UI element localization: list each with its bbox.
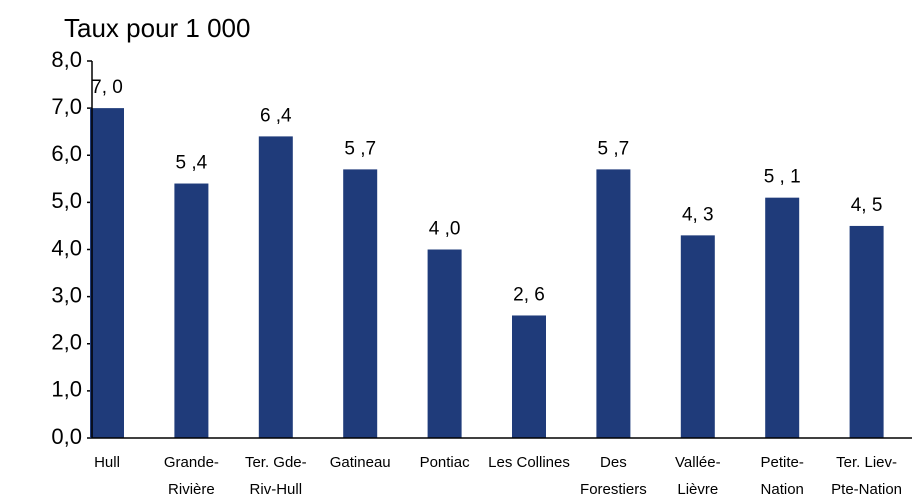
bar: [90, 108, 124, 438]
x-tick-label: Riv-Hull: [250, 481, 303, 498]
x-tick-label: Des: [600, 454, 627, 471]
x-tick-label: Pte-Nation: [831, 481, 902, 498]
value-label: 7, 0: [91, 77, 123, 98]
y-tick-label: 7,0: [51, 94, 82, 119]
bar: [512, 315, 546, 438]
y-tick-label: 1,0: [51, 377, 82, 402]
y-tick-label: 4,0: [51, 235, 82, 260]
x-tick-label: Vallée-: [675, 454, 721, 471]
value-label: 6 ,4: [260, 105, 292, 126]
x-tick-label: Forestiers: [580, 481, 647, 498]
x-tick-label: Les Collines: [488, 454, 570, 471]
x-tick-label: Lièvre: [677, 481, 718, 498]
bar: [427, 249, 462, 438]
value-label: 4, 5: [851, 195, 883, 216]
y-tick-label: 2,0: [51, 330, 82, 355]
bar: [596, 169, 631, 438]
bar: [258, 136, 293, 438]
y-tick-label: 0,0: [51, 424, 82, 449]
x-tick-label: Hull: [94, 454, 120, 471]
bar: [343, 169, 378, 438]
y-tick-label: 5,0: [51, 188, 82, 213]
value-label: 5 ,7: [344, 138, 376, 159]
x-tick-label: Grande-: [164, 454, 219, 471]
value-label: 5 ,4: [176, 153, 208, 174]
bar: [765, 197, 800, 438]
bar: [680, 235, 715, 438]
y-tick-label: 6,0: [51, 141, 82, 166]
x-tick-label: Ter. Liev-: [836, 454, 897, 471]
y-tick-label: 3,0: [51, 282, 82, 307]
value-label: 5 , 1: [764, 167, 801, 188]
x-tick-label: Gatineau: [330, 454, 391, 471]
bar: [174, 183, 209, 438]
x-tick-label: Pontiac: [420, 454, 471, 471]
value-label: 4 ,0: [429, 219, 461, 240]
bar: [849, 225, 884, 438]
x-tick-label: Nation: [761, 481, 804, 498]
chart-title: Taux pour 1 000: [64, 13, 250, 43]
value-label: 4, 3: [682, 204, 714, 225]
x-tick-label: Petite-: [761, 454, 804, 471]
value-label: 2, 6: [513, 284, 545, 305]
x-tick-label: Rivière: [168, 481, 215, 498]
y-tick-label: 8,0: [51, 47, 82, 72]
value-label: 5 ,7: [598, 138, 630, 159]
x-tick-label: Ter. Gde-: [245, 454, 307, 471]
